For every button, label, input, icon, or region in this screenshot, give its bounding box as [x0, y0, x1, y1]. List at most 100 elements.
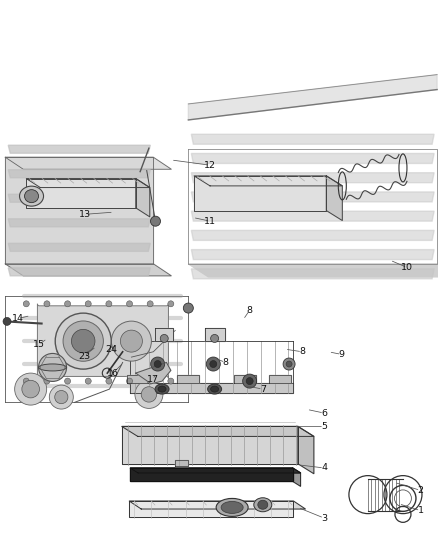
Polygon shape — [8, 194, 150, 203]
Ellipse shape — [155, 384, 169, 394]
Text: 9: 9 — [339, 350, 345, 359]
Circle shape — [151, 357, 165, 371]
Text: 17: 17 — [146, 375, 159, 384]
Circle shape — [64, 378, 71, 384]
Polygon shape — [191, 269, 434, 279]
Circle shape — [127, 301, 133, 307]
Polygon shape — [298, 426, 314, 474]
Circle shape — [71, 329, 95, 353]
Ellipse shape — [221, 502, 243, 513]
Polygon shape — [191, 134, 434, 144]
Text: 2: 2 — [417, 486, 424, 495]
Polygon shape — [191, 211, 434, 221]
Circle shape — [44, 378, 50, 384]
Polygon shape — [26, 179, 150, 188]
Circle shape — [55, 391, 68, 403]
Circle shape — [154, 360, 161, 368]
Circle shape — [111, 321, 152, 361]
Polygon shape — [130, 468, 293, 481]
Text: 1: 1 — [417, 506, 424, 515]
Circle shape — [210, 360, 217, 368]
Circle shape — [283, 358, 295, 370]
Polygon shape — [191, 154, 434, 164]
Circle shape — [85, 301, 91, 307]
Polygon shape — [293, 468, 300, 486]
Text: 7: 7 — [260, 385, 266, 393]
Circle shape — [168, 378, 174, 384]
Text: 8: 8 — [299, 348, 305, 356]
Polygon shape — [136, 179, 150, 217]
Text: 10: 10 — [401, 263, 413, 272]
Circle shape — [120, 330, 142, 352]
Circle shape — [184, 303, 193, 313]
Text: 16: 16 — [107, 369, 119, 377]
Polygon shape — [191, 173, 434, 183]
FancyBboxPatch shape — [37, 304, 169, 378]
Polygon shape — [155, 328, 173, 341]
Circle shape — [246, 377, 253, 385]
Polygon shape — [8, 219, 150, 227]
Text: 4: 4 — [321, 464, 327, 472]
Circle shape — [141, 387, 157, 402]
Polygon shape — [5, 264, 171, 276]
Ellipse shape — [20, 186, 43, 206]
Circle shape — [3, 317, 11, 326]
Circle shape — [14, 373, 47, 405]
Text: 8: 8 — [247, 306, 253, 314]
Text: 12: 12 — [204, 161, 216, 169]
Circle shape — [135, 381, 163, 408]
Polygon shape — [130, 383, 293, 393]
Circle shape — [211, 335, 219, 343]
Circle shape — [127, 378, 133, 384]
Circle shape — [106, 301, 112, 307]
Text: 3: 3 — [321, 514, 327, 522]
Text: 14: 14 — [11, 314, 24, 323]
Polygon shape — [194, 176, 343, 186]
Polygon shape — [8, 169, 150, 177]
Text: 13: 13 — [79, 210, 92, 219]
Ellipse shape — [39, 364, 67, 371]
Polygon shape — [188, 75, 437, 120]
Polygon shape — [129, 501, 293, 517]
Polygon shape — [122, 426, 298, 464]
Polygon shape — [122, 426, 314, 437]
Text: 23: 23 — [78, 352, 90, 360]
Text: 8: 8 — [223, 358, 229, 367]
Polygon shape — [234, 375, 256, 383]
Ellipse shape — [254, 498, 272, 512]
Polygon shape — [8, 244, 150, 252]
Circle shape — [286, 361, 292, 367]
Circle shape — [49, 385, 73, 409]
Text: 24: 24 — [106, 345, 118, 353]
Circle shape — [64, 301, 71, 307]
Polygon shape — [8, 268, 150, 276]
Circle shape — [22, 380, 39, 398]
Circle shape — [160, 335, 168, 343]
Polygon shape — [129, 501, 305, 509]
Circle shape — [106, 378, 112, 384]
Polygon shape — [188, 264, 438, 277]
Polygon shape — [191, 230, 434, 240]
Polygon shape — [326, 176, 343, 221]
Ellipse shape — [258, 500, 268, 509]
Polygon shape — [5, 157, 171, 169]
Circle shape — [63, 321, 103, 361]
Circle shape — [44, 301, 50, 307]
Circle shape — [23, 378, 29, 384]
Polygon shape — [269, 375, 291, 383]
Ellipse shape — [208, 384, 222, 394]
Polygon shape — [130, 468, 300, 473]
Ellipse shape — [211, 386, 219, 392]
Circle shape — [147, 378, 153, 384]
Ellipse shape — [216, 498, 248, 516]
Polygon shape — [194, 176, 326, 211]
Circle shape — [168, 301, 174, 307]
Ellipse shape — [158, 386, 166, 392]
Text: 5: 5 — [321, 422, 327, 431]
Circle shape — [147, 301, 153, 307]
Polygon shape — [191, 249, 434, 260]
Text: 15: 15 — [32, 341, 45, 349]
Polygon shape — [191, 192, 434, 202]
Circle shape — [39, 353, 67, 382]
Polygon shape — [26, 179, 136, 208]
